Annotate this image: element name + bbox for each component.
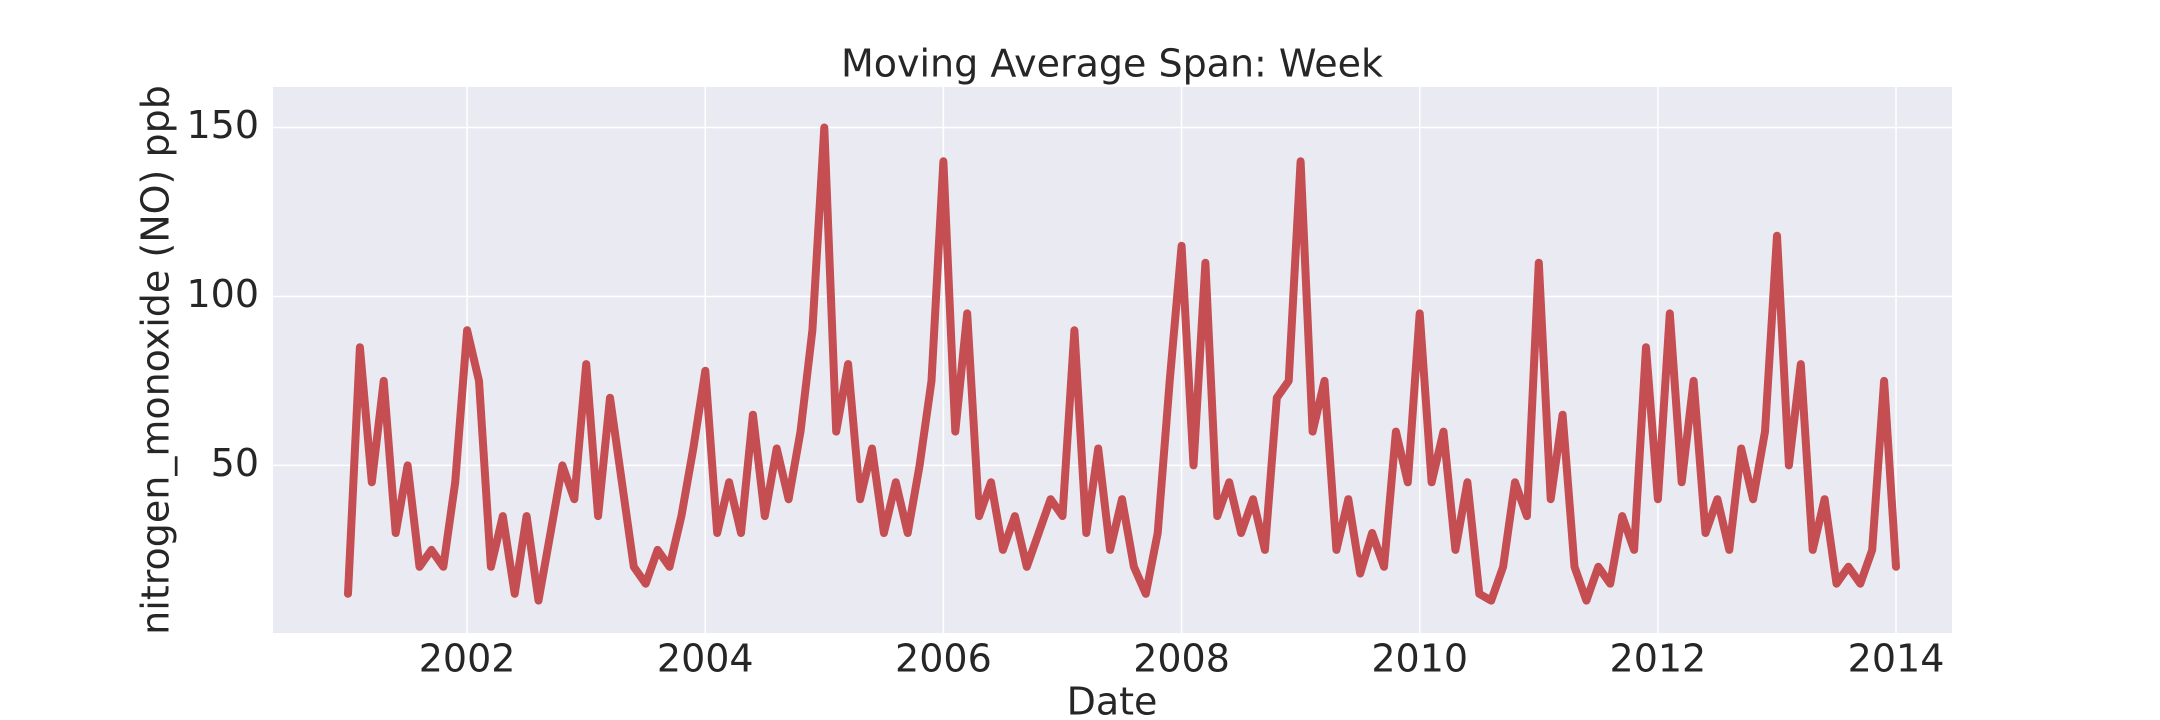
x-tick-label: 2006 bbox=[895, 637, 992, 681]
x-tick-label: 2002 bbox=[419, 637, 516, 681]
data-line bbox=[344, 123, 1900, 605]
x-tick-label: 2008 bbox=[1133, 637, 1230, 681]
x-tick-label: 2004 bbox=[657, 637, 754, 681]
marks bbox=[344, 123, 1900, 605]
x-axis-label: Date bbox=[1067, 680, 1158, 720]
y-axis-label: nitrogen_monoxide (NO) ppb bbox=[134, 85, 178, 635]
x-tick-label: 2014 bbox=[1848, 637, 1945, 681]
x-tick-label: 2012 bbox=[1610, 637, 1707, 681]
y-tick-label: 50 bbox=[211, 441, 259, 485]
x-tick-label: 2010 bbox=[1371, 637, 1468, 681]
y-tick-label: 150 bbox=[186, 103, 259, 147]
chart-title: Moving Average Span: Week bbox=[841, 42, 1383, 86]
y-tick-label: 100 bbox=[186, 272, 259, 316]
